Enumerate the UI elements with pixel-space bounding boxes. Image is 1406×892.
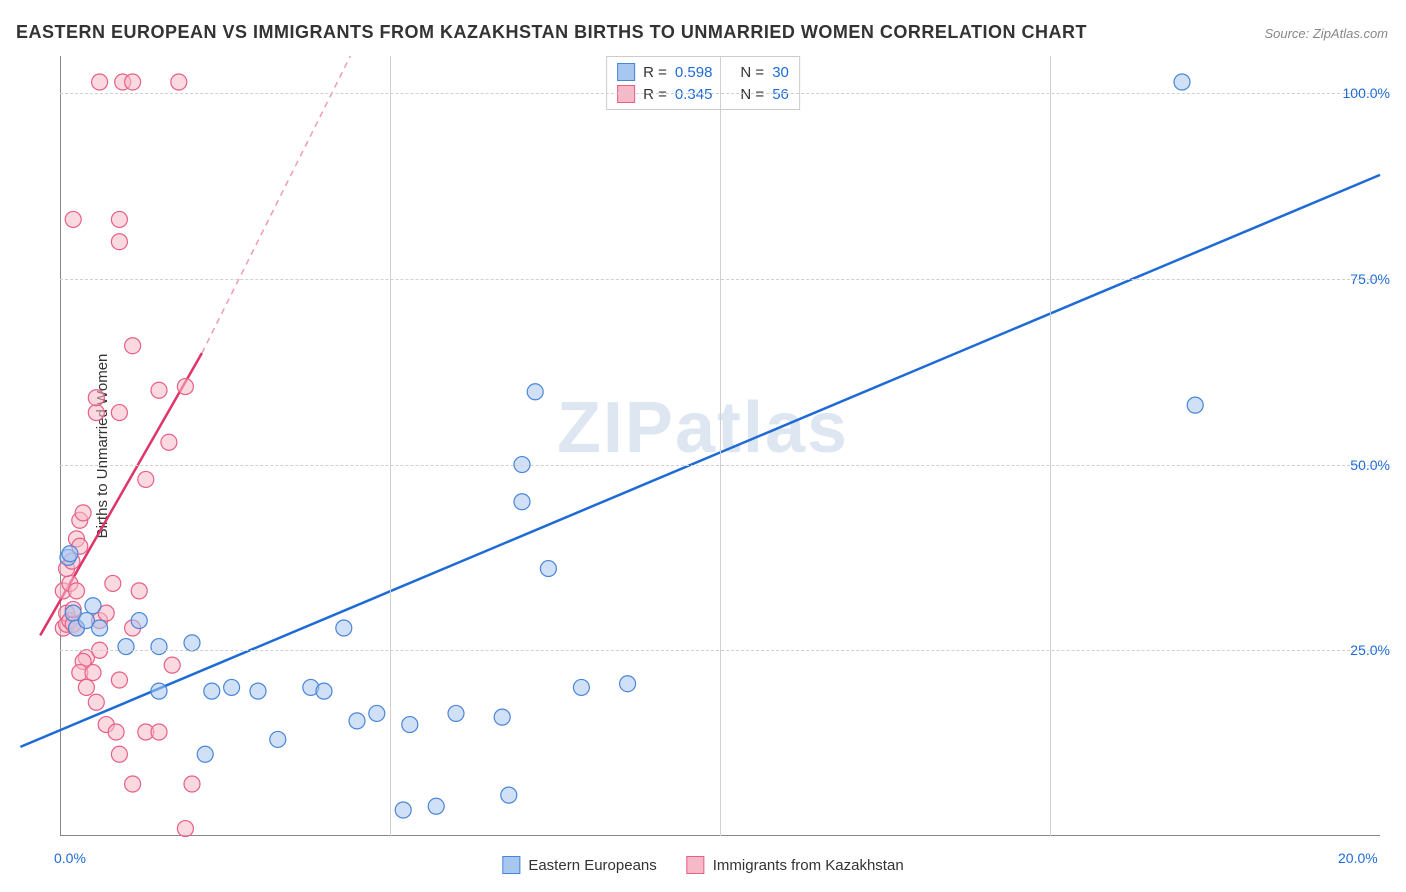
stats-legend: R = 0.598 N = 30 R = 0.345 N = 56 [606, 56, 800, 110]
x-tick-label: 20.0% [1338, 850, 1378, 866]
legend-item-2: Immigrants from Kazakhstan [687, 856, 904, 874]
legend-label-1: Eastern Europeans [528, 857, 656, 874]
r-label-1: R = [643, 64, 667, 81]
legend-swatch-1 [502, 856, 520, 874]
source-attribution: Source: ZipAtlas.com [1264, 26, 1388, 41]
n-value-1: 30 [772, 64, 789, 81]
chart-container: EASTERN EUROPEAN VS IMMIGRANTS FROM KAZA… [0, 0, 1406, 892]
gridline-v [720, 56, 721, 836]
r-value-1: 0.598 [675, 64, 713, 81]
y-tick-label: 50.0% [1350, 457, 1390, 473]
legend-swatch-2 [687, 856, 705, 874]
x-tick-label: 0.0% [54, 850, 86, 866]
y-tick-label: 75.0% [1350, 271, 1390, 287]
y-tick-label: 100.0% [1343, 85, 1390, 101]
legend-label-2: Immigrants from Kazakhstan [713, 857, 904, 874]
y-tick-label: 25.0% [1350, 642, 1390, 658]
swatch-series-1 [617, 63, 635, 81]
gridline-v [390, 56, 391, 836]
gridline-v [1050, 56, 1051, 836]
stats-row-1: R = 0.598 N = 30 [617, 61, 789, 83]
series-legend: Eastern Europeans Immigrants from Kazakh… [502, 856, 903, 874]
chart-title: EASTERN EUROPEAN VS IMMIGRANTS FROM KAZA… [16, 22, 1087, 43]
legend-item-1: Eastern Europeans [502, 856, 656, 874]
n-label-1: N = [740, 64, 764, 81]
